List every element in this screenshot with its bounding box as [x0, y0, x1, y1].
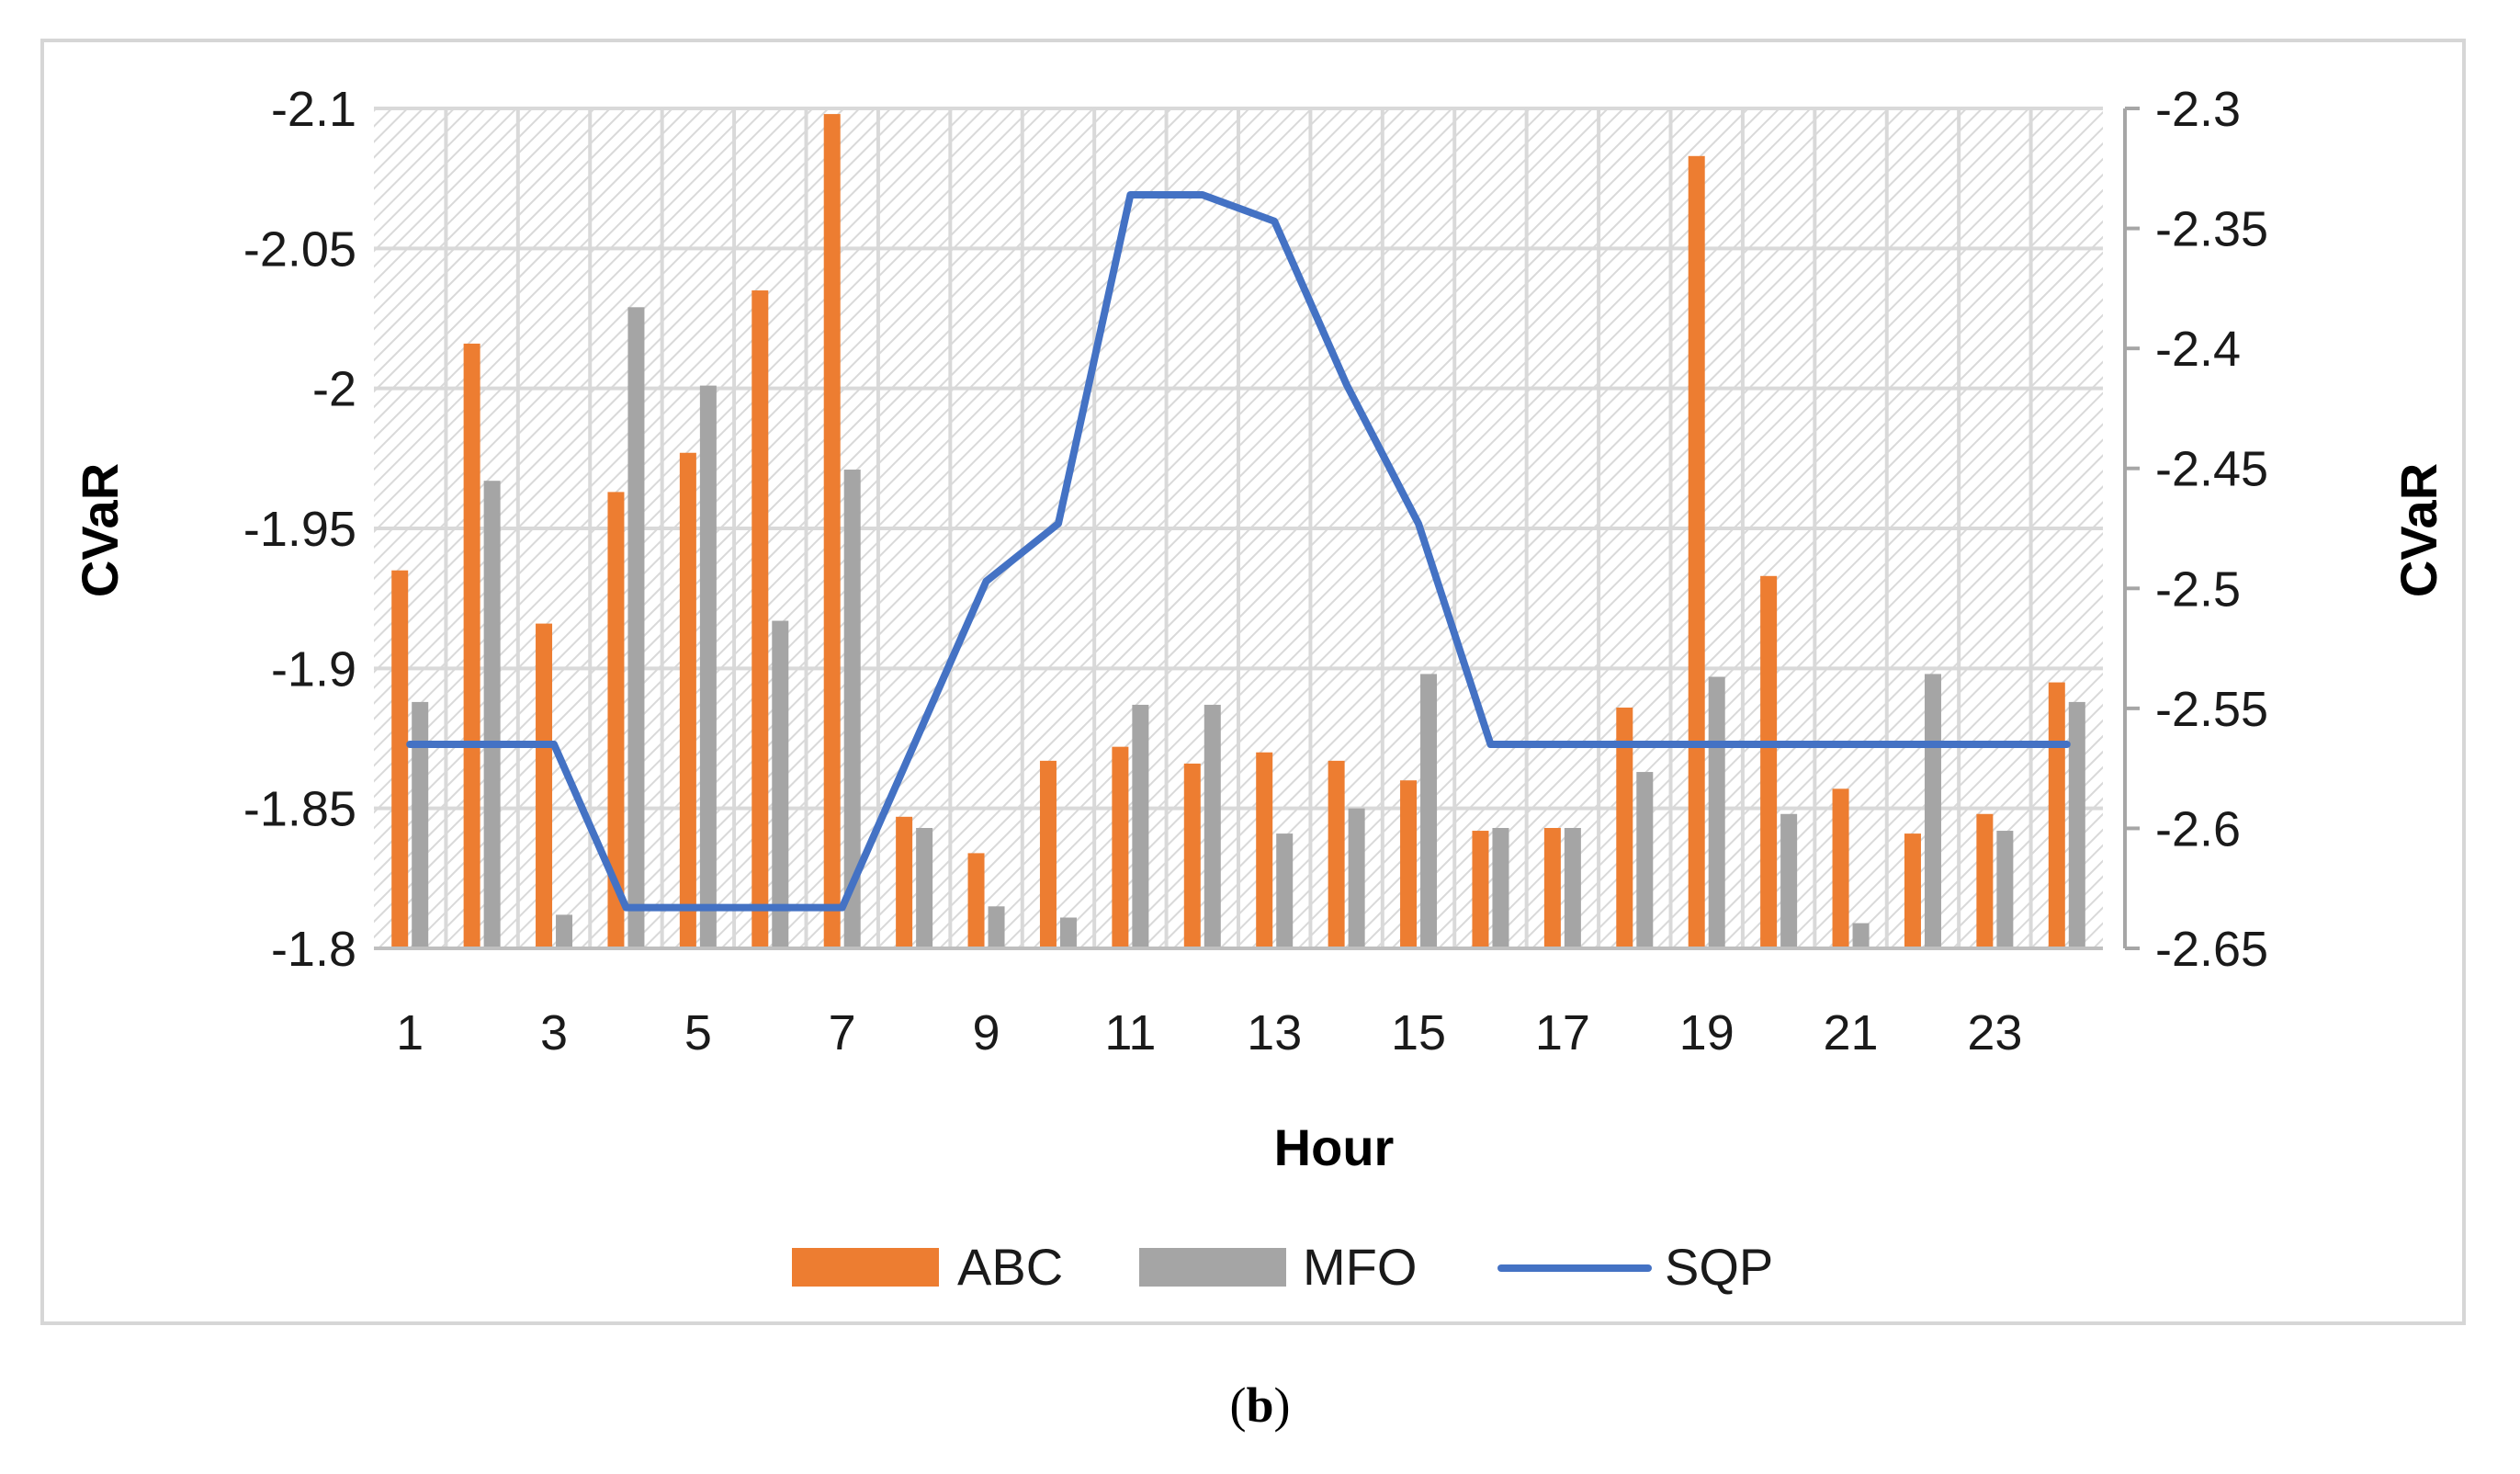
x-axis-title: Hour — [1274, 1118, 1395, 1176]
bar-mfo-19 — [1708, 676, 1725, 948]
bar-abc-5 — [679, 452, 696, 948]
left-axis-title: CVaR — [71, 463, 129, 597]
bar-abc-23 — [1976, 813, 1994, 948]
right-tick-label: -2.35 — [2155, 202, 2268, 257]
legend-label-mfo: MFO — [1303, 1238, 1417, 1296]
left-tick-label: -2.05 — [243, 221, 356, 277]
bar-abc-19 — [1688, 155, 1705, 948]
right-tick-label: -2.3 — [2155, 82, 2241, 137]
bar-abc-21 — [1832, 788, 1849, 948]
bar-mfo-18 — [1636, 772, 1654, 948]
bar-abc-14 — [1328, 760, 1345, 948]
right-tick-label: -2.65 — [2155, 922, 2268, 977]
bar-mfo-5 — [699, 385, 717, 948]
x-tick-label: 5 — [684, 1005, 712, 1060]
bar-abc-17 — [1543, 827, 1561, 948]
caption-close-paren: ) — [1273, 1378, 1291, 1433]
bar-abc-20 — [1760, 575, 1778, 948]
legend-label-sqp: SQP — [1665, 1238, 1773, 1296]
bar-abc-18 — [1616, 707, 1633, 948]
bar-abc-15 — [1400, 780, 1418, 948]
x-axis-tick-labels: 1 3 5 7 9 11 13 15 17 19 21 23 — [396, 1005, 2022, 1060]
bar-mfo-12 — [1203, 704, 1221, 948]
bar-mfo-23 — [1996, 831, 2014, 948]
bar-mfo-6 — [772, 620, 789, 948]
left-tick-label: -2.1 — [271, 82, 356, 137]
caption-open-paren: ( — [1229, 1378, 1247, 1433]
left-tick-label: -1.9 — [271, 641, 356, 697]
bar-abc-16 — [1472, 831, 1489, 948]
x-tick-label: 7 — [829, 1005, 856, 1060]
bar-mfo-3 — [556, 914, 573, 948]
figure-caption: (b) — [0, 1377, 2520, 1434]
bar-mfo-21 — [1852, 923, 1870, 948]
x-tick-label: 17 — [1535, 1005, 1590, 1060]
bar-mfo-22 — [1924, 674, 1941, 948]
bar-mfo-2 — [483, 481, 501, 948]
bar-mfo-1 — [412, 701, 429, 948]
legend-swatch-mfo — [1139, 1248, 1286, 1287]
bar-abc-11 — [1112, 746, 1129, 948]
bar-mfo-4 — [627, 307, 645, 948]
bar-mfo-17 — [1564, 827, 1581, 948]
bar-abc-2 — [463, 343, 480, 948]
bar-abc-8 — [896, 816, 913, 948]
x-tick-label: 13 — [1247, 1005, 1302, 1060]
legend-swatch-abc — [792, 1248, 939, 1287]
right-tick-label: -2.55 — [2155, 682, 2268, 737]
bar-abc-4 — [607, 492, 625, 948]
axes-layer — [374, 107, 2140, 950]
bar-abc-10 — [1039, 760, 1057, 948]
x-tick-label: 21 — [1824, 1005, 1879, 1060]
x-tick-label: 23 — [1967, 1005, 2022, 1060]
bar-abc-24 — [2048, 682, 2065, 948]
bar-abc-6 — [751, 290, 769, 948]
x-tick-label: 3 — [540, 1005, 568, 1060]
bar-mfo-13 — [1276, 833, 1294, 948]
bar-abc-3 — [536, 623, 553, 948]
line-layer — [406, 191, 2071, 912]
right-axis-title: CVaR — [2390, 463, 2447, 597]
bar-abc-1 — [391, 570, 409, 948]
caption-letter: b — [1246, 1378, 1274, 1433]
right-tick-label: -2.4 — [2155, 322, 2241, 377]
right-axis-tick-labels: -2.3 -2.35 -2.4 -2.45 -2.5 -2.55 -2.6 -2.65 — [2155, 82, 2268, 977]
right-tick-label: -2.6 — [2155, 801, 2241, 856]
bar-mfo-11 — [1132, 704, 1149, 948]
bar-abc-9 — [967, 853, 985, 948]
bar-abc-7 — [823, 114, 841, 949]
bar-mfo-15 — [1420, 674, 1438, 948]
left-tick-label: -2 — [312, 362, 356, 417]
x-tick-label: 11 — [1104, 1005, 1156, 1060]
bar-mfo-24 — [2068, 701, 2085, 948]
bar-mfo-7 — [843, 470, 861, 948]
x-tick-label: 1 — [396, 1005, 424, 1060]
bar-mfo-9 — [988, 906, 1005, 948]
bar-mfo-8 — [916, 827, 933, 948]
line-sqp — [406, 191, 2071, 912]
bar-mfo-16 — [1492, 827, 1509, 948]
x-tick-label: 15 — [1391, 1005, 1446, 1060]
right-tick-label: -2.5 — [2155, 561, 2241, 617]
bar-abc-13 — [1256, 752, 1273, 948]
bar-mfo-10 — [1059, 917, 1077, 948]
left-tick-label: -1.95 — [243, 502, 356, 557]
bar-mfo-20 — [1780, 813, 1798, 948]
legend-label-abc: ABC — [957, 1238, 1063, 1296]
x-tick-label: 19 — [1679, 1005, 1735, 1060]
bar-abc-12 — [1183, 763, 1201, 948]
left-tick-label: -1.85 — [243, 782, 356, 837]
bar-mfo-14 — [1348, 808, 1365, 948]
left-axis-tick-labels: -2.1 -2.05 -2 -1.95 -1.9 -1.85 -1.8 — [243, 82, 356, 977]
left-tick-label: -1.8 — [271, 922, 356, 977]
bar-abc-22 — [1904, 833, 1921, 948]
legend: ABC MFO SQP — [792, 1238, 1773, 1296]
right-tick-label: -2.45 — [2155, 442, 2268, 497]
bars-layer — [391, 114, 2085, 949]
x-tick-label: 9 — [973, 1005, 1000, 1060]
